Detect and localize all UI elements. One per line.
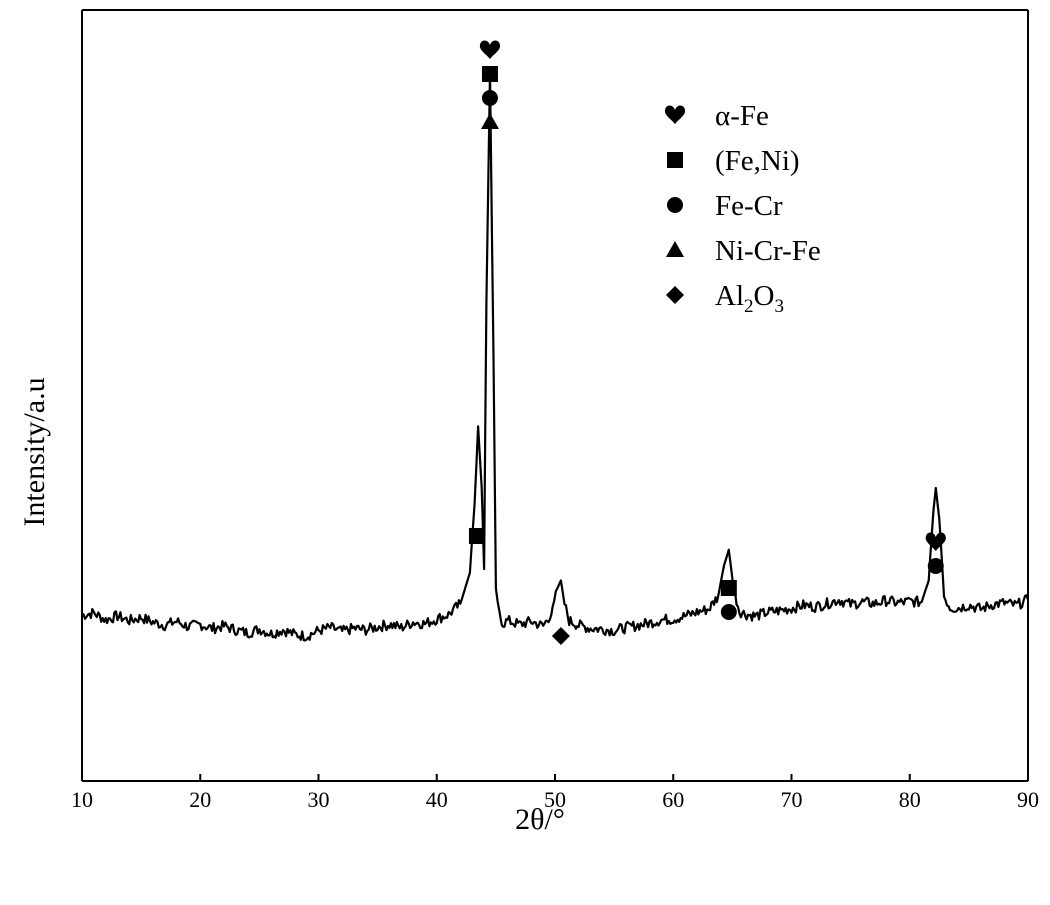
x-axis-title: 2θ/° — [515, 803, 565, 836]
peak-marker-group — [468, 528, 485, 544]
peak-markers — [468, 40, 946, 645]
peak-circle-icon — [481, 90, 498, 106]
peak-marker-group — [720, 580, 737, 620]
legend-item: Fe-Cr — [667, 190, 783, 222]
x-tick-label: 70 — [781, 787, 803, 812]
x-tick-label: 50 — [544, 787, 566, 812]
peak-marker-group — [551, 627, 570, 645]
peak-square-icon — [720, 580, 737, 596]
legend-diamond-icon — [666, 286, 684, 304]
peak-marker-group — [479, 40, 501, 129]
x-ticks: 10 20 30 40 50 60 70 80 90 — [71, 774, 1039, 812]
legend-label: Al2O3 — [715, 280, 784, 317]
peak-heart-icon — [925, 532, 946, 551]
legend: α-Fe (Fe,Ni) Fe-Cr Ni-Cr-Fe Al2O3 — [664, 100, 821, 317]
x-tick-label: 20 — [189, 787, 211, 812]
legend-item: Al2O3 — [666, 280, 784, 317]
legend-item: (Fe,Ni) — [667, 145, 800, 177]
x-tick-label: 30 — [308, 787, 330, 812]
plot-frame — [81, 9, 1029, 782]
legend-label: (Fe,Ni) — [715, 145, 800, 177]
peak-heart-icon — [479, 40, 501, 59]
peak-square-icon — [481, 66, 498, 82]
peak-circle-icon — [720, 604, 737, 620]
legend-triangle-icon — [666, 241, 684, 257]
peak-diamond-icon — [551, 627, 570, 645]
x-tick-label: 80 — [899, 787, 921, 812]
series-layer — [81, 70, 1030, 642]
x-tick-label: 90 — [1017, 787, 1039, 812]
x-tick-label: 10 — [71, 787, 93, 812]
series-line — [81, 70, 1030, 642]
legend-circle-icon — [667, 197, 683, 213]
peak-square-icon — [468, 528, 485, 544]
legend-label: α-Fe — [715, 100, 769, 132]
peak-marker-group — [925, 532, 946, 574]
legend-item: α-Fe — [664, 100, 769, 132]
x-tick-label: 60 — [662, 787, 684, 812]
legend-heart-icon — [664, 105, 686, 124]
peak-circle-icon — [927, 558, 944, 574]
x-tick-label: 40 — [426, 787, 448, 812]
legend-square-icon — [667, 152, 683, 168]
legend-item: Ni-Cr-Fe — [666, 235, 821, 267]
peak-triangle-icon — [480, 113, 499, 129]
y-axis-title: Intensity/a.u — [18, 377, 51, 526]
legend-label: Ni-Cr-Fe — [715, 235, 821, 267]
legend-label: Fe-Cr — [715, 190, 783, 222]
